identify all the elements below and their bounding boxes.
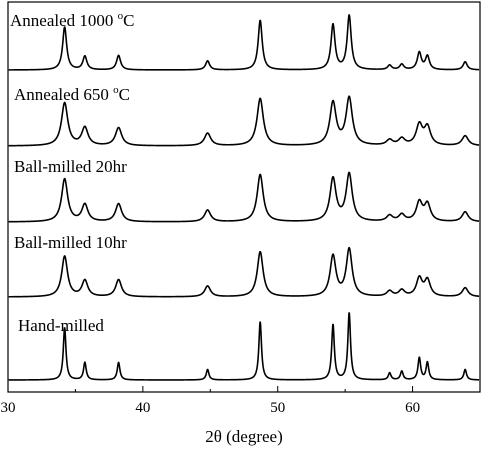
series-line xyxy=(8,95,480,147)
series-line xyxy=(8,171,480,223)
series-line xyxy=(8,246,480,298)
series-line xyxy=(8,14,480,71)
series-label: Annealed 1000 oC xyxy=(10,10,134,30)
series-label: Ball-milled 20hr xyxy=(14,157,127,176)
traces xyxy=(8,14,480,381)
series-label: Hand-milled xyxy=(18,316,104,335)
series-labels: Annealed 1000 oC Annealed 650 oC Ball-mill… xyxy=(10,10,134,335)
x-tick-label: 30 xyxy=(1,400,16,416)
x-ticks: 30 40 50 60 xyxy=(1,386,420,416)
series-line xyxy=(8,312,480,381)
x-tick-label: 40 xyxy=(135,400,150,416)
series-label: Annealed 650 oC xyxy=(14,84,130,104)
series-label: Ball-milled 10hr xyxy=(14,233,127,252)
plot-frame xyxy=(7,1,481,393)
x-tick-label: 60 xyxy=(405,400,420,416)
x-tick-label: 50 xyxy=(270,400,285,416)
x-axis-title: 2θ (degree) xyxy=(205,427,283,446)
